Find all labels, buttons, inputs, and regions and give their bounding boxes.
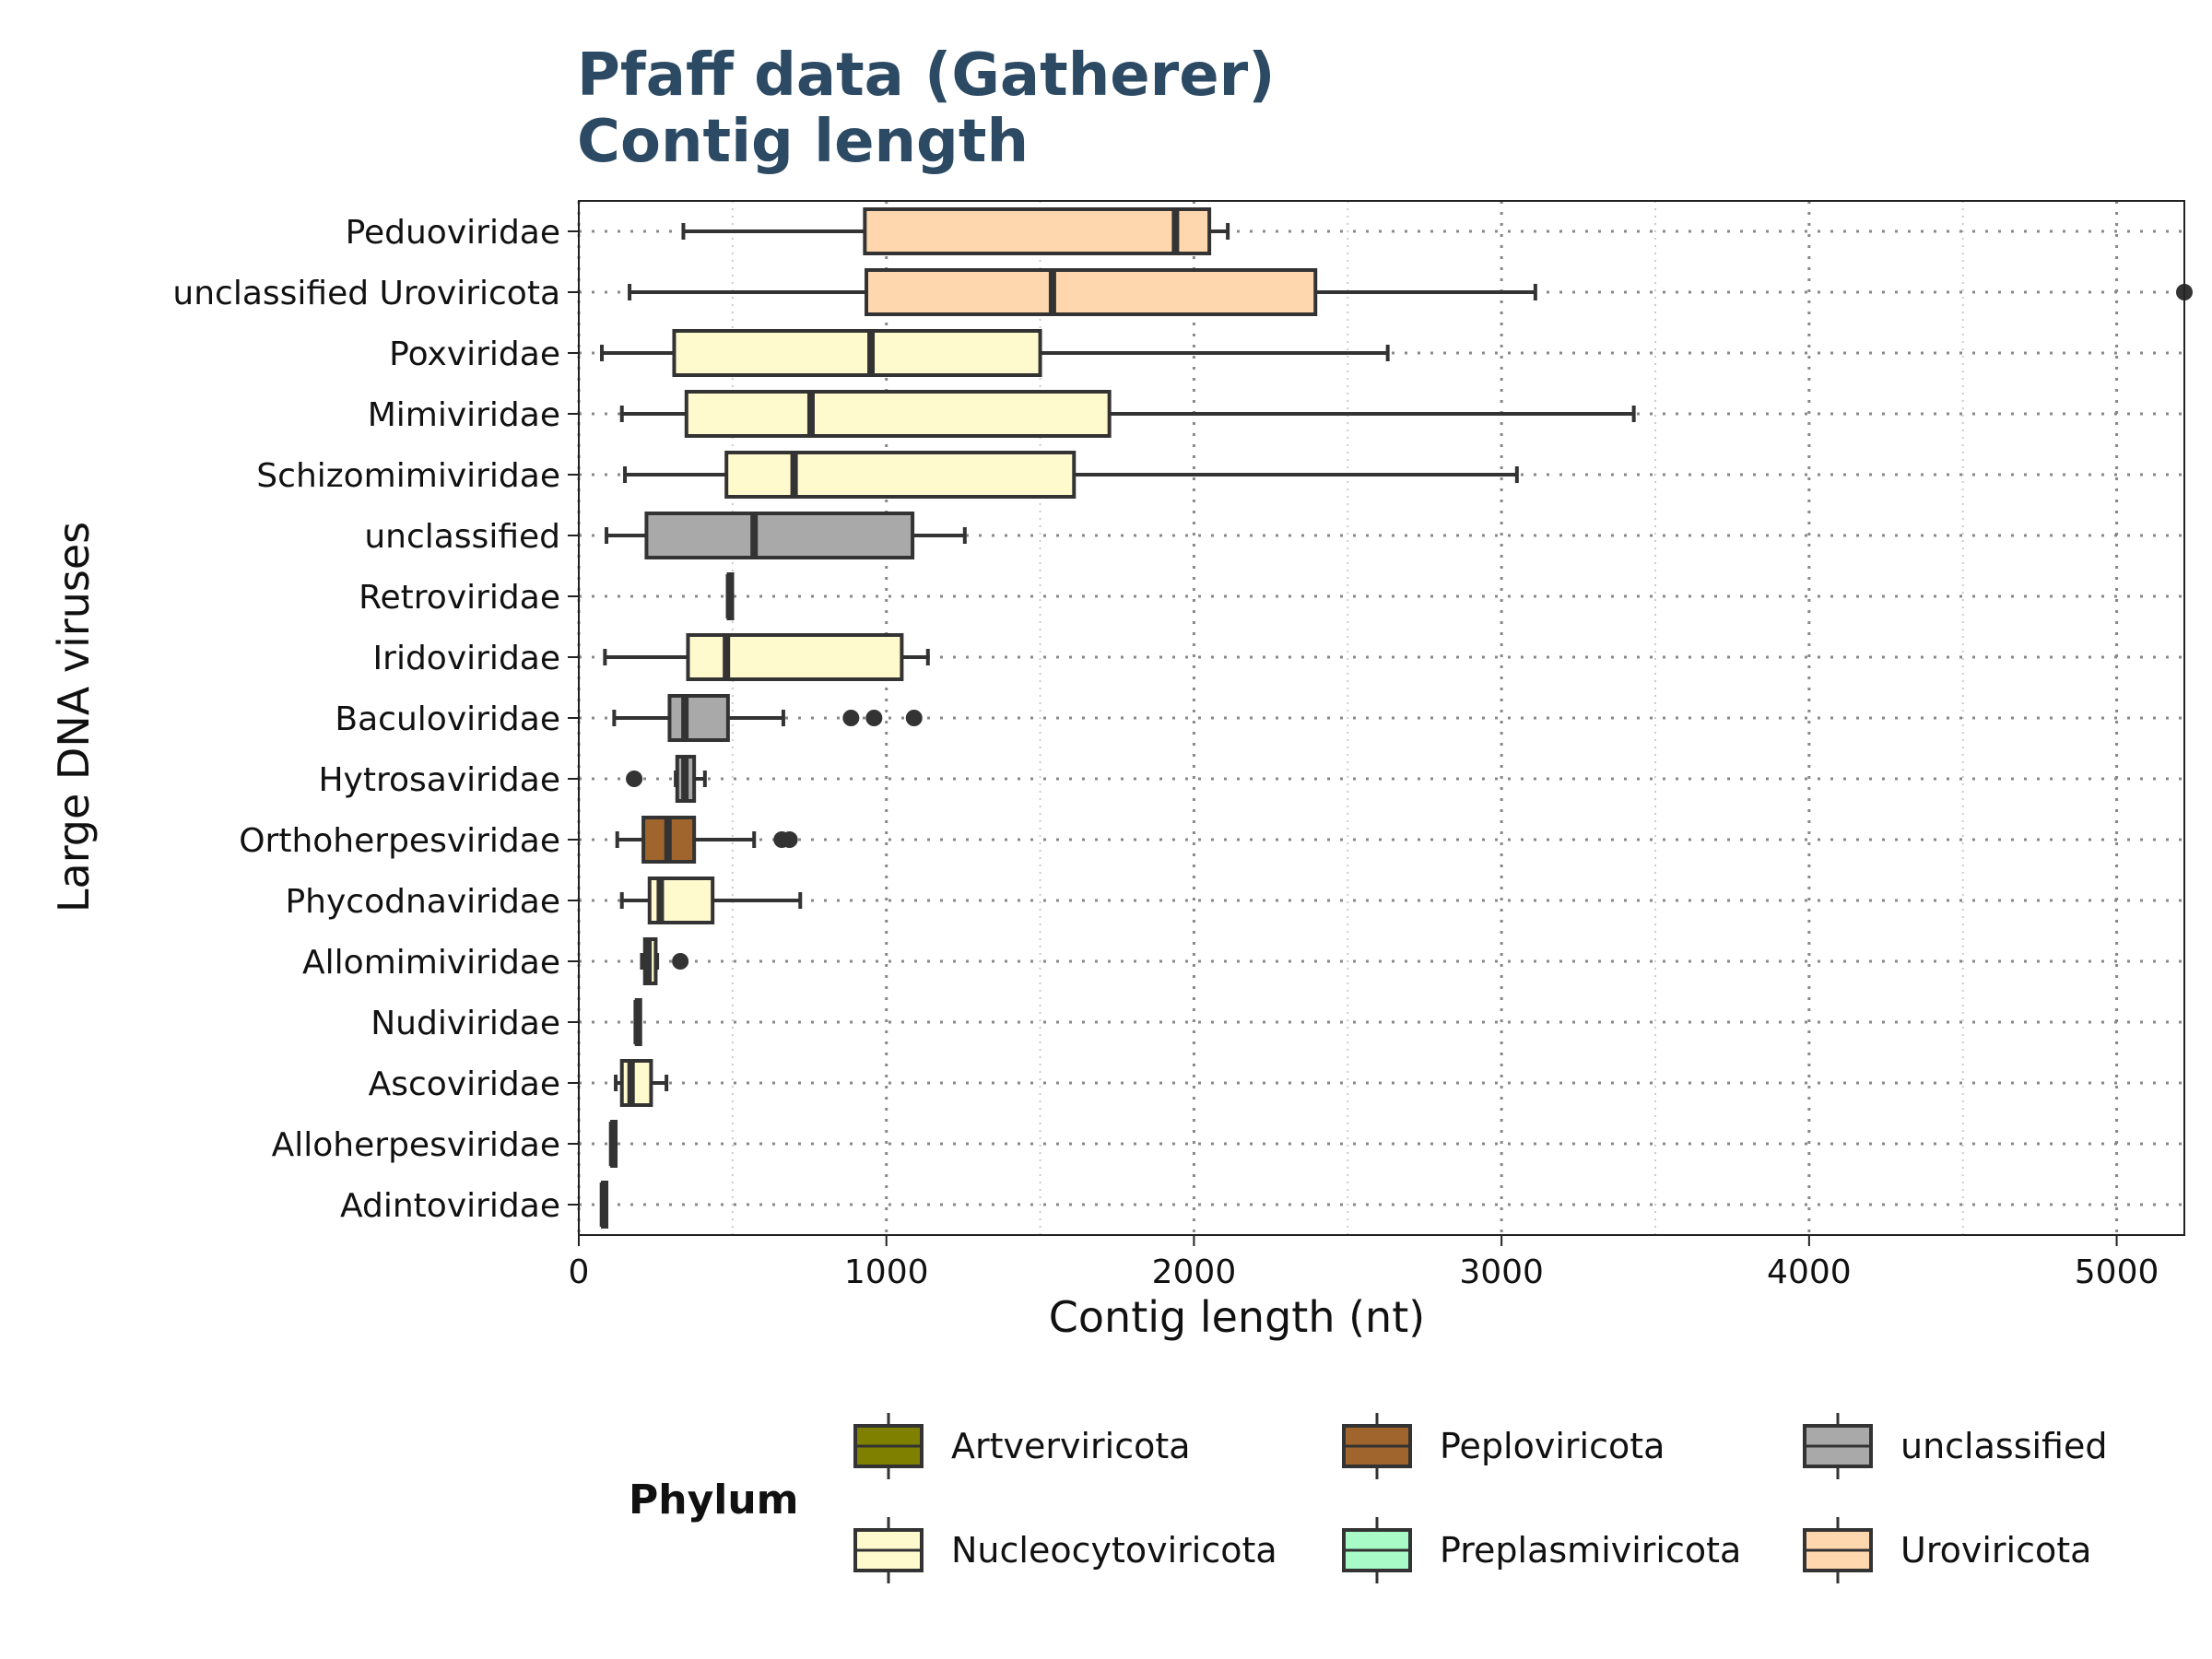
x-axis-label: Contig length (nt) — [1049, 1292, 1425, 1342]
box-iqr — [619, 1059, 653, 1107]
box-iqr — [865, 268, 1318, 316]
x-tick-label: 4000 — [1767, 1253, 1852, 1291]
box-group — [603, 633, 930, 681]
legend-label: Peploviricota — [1440, 1426, 1665, 1466]
x-tick-label: 0 — [569, 1253, 590, 1291]
chart-title-block: Pfaff data (Gatherer) Contig length — [577, 42, 1275, 175]
y-tick-label: Ascoviridae — [369, 1065, 560, 1103]
y-tick-label: Allomimiviridae — [302, 944, 560, 982]
legend-entry: Peploviricota — [1342, 1413, 1665, 1479]
y-axis-label: Large DNA viruses — [49, 522, 99, 912]
y-tick-label: Poxviridae — [389, 335, 560, 373]
legend-label: Uroviricota — [1900, 1530, 2091, 1571]
legend-label: unclassified — [1900, 1426, 2108, 1466]
box-group — [615, 816, 798, 864]
legend: Phylum Artverviricota Peploviricota unclas… — [629, 1413, 2108, 1583]
box-iqr — [667, 694, 730, 742]
x-tick-label: 3000 — [1459, 1253, 1544, 1291]
legend-entry: Nucleocytoviricota — [853, 1517, 1277, 1583]
box-group — [623, 451, 1519, 499]
legend-entry: Artverviricota — [853, 1413, 1191, 1479]
box-iqr — [672, 329, 1042, 377]
legend-entry: Uroviricota — [1803, 1517, 2091, 1583]
y-tick-label: Nudiviridae — [371, 1005, 560, 1042]
outlier-point — [865, 710, 883, 726]
chart-subtitle: Contig length — [577, 108, 1029, 176]
y-tick-label: Iridoviridae — [373, 640, 560, 677]
outlier-point — [781, 831, 798, 848]
box-iqr — [684, 390, 1112, 438]
y-tick-label: Schizomimiviridae — [256, 457, 560, 495]
legend-label: Artverviricota — [951, 1426, 1191, 1466]
y-tick-label: unclassified — [364, 518, 560, 556]
outlier-point — [842, 710, 860, 726]
y-tick-label: Baculoviridae — [335, 700, 560, 738]
y-tick-label: Hytrosaviridae — [318, 761, 560, 799]
outlier-point — [905, 710, 923, 726]
box-group — [626, 755, 707, 803]
box-group — [725, 572, 735, 620]
y-tick-label: Alloherpesviridae — [272, 1126, 560, 1164]
box-iqr — [724, 451, 1077, 499]
box-group — [605, 512, 967, 559]
legend-title: Phylum — [629, 1477, 799, 1524]
box-group — [628, 268, 2193, 316]
box-group — [619, 877, 803, 924]
axis-layer: 0 1000 2000 3000 4000 5000 Peduoviridae unclass… — [172, 214, 2159, 1291]
y-tick-label: Orthoherpesviridae — [239, 822, 560, 860]
box-group — [640, 937, 689, 985]
box-group — [633, 998, 642, 1046]
box-group — [600, 329, 1390, 377]
y-tick-label: Phycodnaviridae — [285, 883, 560, 921]
x-tick-label: 1000 — [844, 1253, 929, 1291]
x-tick-label: 2000 — [1152, 1253, 1237, 1291]
y-tick-label: Peduoviridae — [346, 214, 560, 252]
box-group — [619, 390, 1636, 438]
legend-label: Preplasmiviricota — [1440, 1530, 1741, 1571]
legend-entry: Preplasmiviricota — [1342, 1517, 1741, 1583]
chart-title: Pfaff data (Gatherer) — [577, 41, 1276, 110]
box-group — [608, 1120, 618, 1168]
x-tick-label: 5000 — [2075, 1253, 2159, 1291]
box-layer — [599, 207, 2193, 1229]
legend-entry: unclassified — [1803, 1413, 2108, 1479]
box-iqr — [644, 512, 915, 559]
box-group — [612, 694, 923, 742]
box-group — [599, 1181, 609, 1229]
y-tick-label: unclassified Uroviricota — [172, 275, 560, 312]
outlier-point — [626, 771, 643, 787]
outlier-point — [672, 953, 689, 970]
box-iqr — [686, 633, 904, 681]
y-tick-label: Adintoviridae — [340, 1187, 560, 1225]
box-group — [614, 1059, 669, 1107]
box-iqr — [863, 207, 1212, 255]
y-tick-label: Mimiviridae — [368, 396, 560, 434]
legend-label: Nucleocytoviricota — [951, 1530, 1277, 1571]
box-group — [681, 207, 1230, 255]
y-tick-label: Retroviridae — [359, 579, 560, 617]
